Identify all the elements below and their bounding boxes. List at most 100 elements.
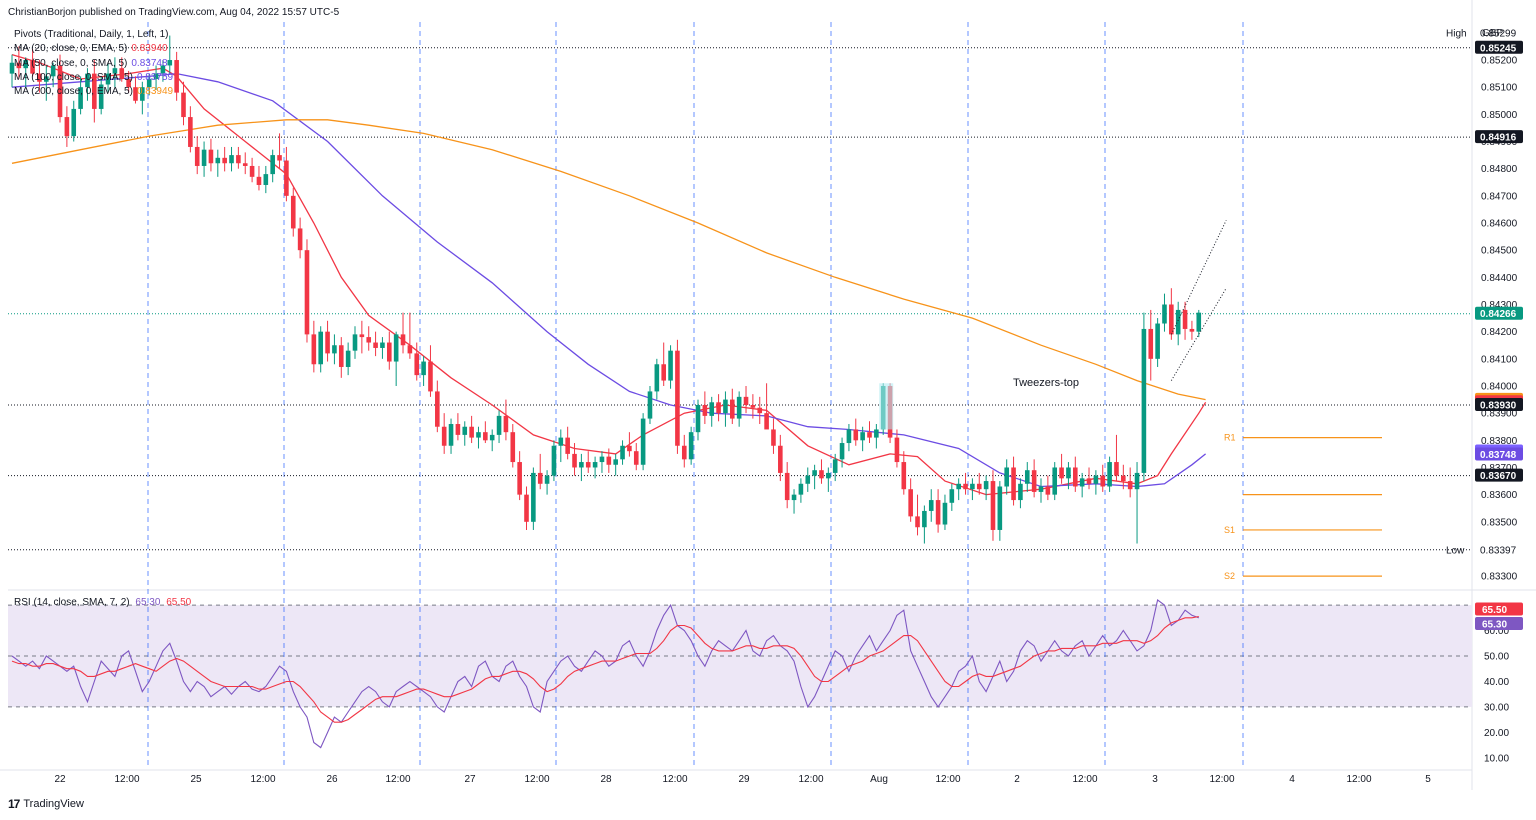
candle-body (1196, 312, 1202, 332)
legend-ma50[interactable]: MA (50, close, 0, SMA, 5) 0.83748 (14, 57, 173, 71)
legend-pivots[interactable]: Pivots (Traditional, Daily, 1, Left, 1) (14, 29, 169, 40)
pivot-label-S1: S1 (1224, 525, 1235, 535)
price-tick-label: 0.83700 (1481, 463, 1518, 474)
candle-body (242, 163, 248, 166)
candle-body (1175, 309, 1181, 335)
candle-body (1100, 475, 1106, 487)
time-tick-label: 28 (600, 774, 612, 785)
candle-body (956, 483, 961, 490)
legend-ma200[interactable]: MA (200, close, 0, EMA, 5) 0.83949 (14, 85, 173, 99)
candle-body (332, 345, 337, 354)
candle-body (805, 475, 811, 484)
candle-body (1038, 486, 1044, 492)
candle-body (750, 405, 756, 408)
price-badge (1475, 26, 1523, 40)
price-badge (1475, 40, 1523, 54)
candle-body (915, 516, 920, 528)
candle-body (16, 62, 22, 69)
price-tick-label: 0.83500 (1481, 517, 1518, 528)
time-tick-label: 5 (1425, 774, 1431, 785)
candle-body (64, 117, 70, 137)
candle-body (373, 342, 378, 348)
candle-body (421, 361, 426, 376)
time-tick-label: 29 (738, 774, 750, 785)
time-tick-label: 12:00 (524, 774, 549, 785)
time-tick-label: 27 (464, 774, 476, 785)
price-tick-label: 0.83800 (1481, 436, 1518, 447)
candle-body (531, 472, 536, 522)
pivot-label-S2: S2 (1224, 571, 1235, 581)
candle-body (860, 432, 865, 441)
price-tick-label: 0.84100 (1481, 354, 1518, 365)
candle-body (688, 432, 694, 460)
candle-body (160, 65, 166, 74)
candle-body (572, 453, 577, 468)
price-badge-label: 0.83930 (1480, 401, 1517, 412)
price-badge-label: 0.84916 (1480, 133, 1517, 144)
legend-ma20[interactable]: MA (20, close, 0, EMA, 5) 0.83940 (14, 42, 173, 56)
candle-body (791, 494, 797, 501)
candle-body (661, 364, 666, 381)
candle-body (50, 65, 56, 77)
time-tick-label: 12:00 (1072, 774, 1097, 785)
candle-body (983, 481, 989, 490)
candle-body (1086, 478, 1092, 484)
candle-body (387, 342, 392, 362)
price-badge-label: 0.84266 (1480, 309, 1517, 320)
rsi-tick-label: 10.00 (1484, 753, 1509, 764)
legend-ma100[interactable]: MA (100, close, 0, SMA, 5) 0.83759 (14, 71, 173, 85)
candle-body (537, 472, 543, 484)
candle-body (942, 502, 948, 525)
candle-body (174, 60, 179, 93)
candle-body (23, 60, 29, 69)
legend-ma50-value: 0.83748 (131, 57, 168, 69)
candle-body (71, 108, 77, 137)
candle-body (9, 62, 15, 74)
candle-body (496, 415, 502, 435)
candle-body (105, 73, 111, 85)
price-tick-label: 0.83600 (1481, 490, 1518, 501)
candle-body (1162, 304, 1167, 324)
candle-body (297, 228, 303, 251)
price-tick-label: 0.84500 (1481, 246, 1518, 257)
candle-body (311, 334, 317, 365)
candle-body (98, 84, 104, 109)
candle-body (414, 353, 420, 376)
legend-ma200-value: 0.83949 (136, 86, 174, 98)
legend-ma20-label: MA (20, close, 0, EMA, 5) (14, 43, 128, 55)
candle-body (1024, 470, 1030, 484)
price-tick-label: 0.85100 (1481, 83, 1518, 94)
price-tick-label: 0.85000 (1481, 110, 1518, 121)
candle-body (935, 500, 941, 525)
price-tick-label: 0.84700 (1481, 191, 1518, 202)
candle-body (236, 155, 241, 164)
price-badge-label: 0.83748 (1480, 450, 1517, 461)
rsi-badge-label: 65.50 (1482, 605, 1507, 616)
time-tick-label: 2 (1014, 774, 1020, 785)
candle-body (249, 165, 255, 177)
price-badge (1475, 447, 1523, 461)
candle-body (654, 364, 660, 392)
price-tick-label: 0.83900 (1481, 409, 1518, 420)
candle-body (1052, 467, 1058, 495)
candle-body (1148, 328, 1154, 359)
candle-body (633, 451, 639, 465)
candle-body (407, 345, 413, 354)
candle-body (469, 426, 474, 438)
rsi-legend[interactable]: RSI (14, close, SMA, 7, 2) 65.30 65.50 (14, 597, 191, 608)
candle-body (366, 337, 372, 343)
candle-body (743, 396, 749, 406)
candle-body (476, 432, 481, 438)
price-tag-low: Low (1446, 545, 1465, 556)
time-tick-label: 12:00 (1209, 774, 1234, 785)
candle-body (1121, 475, 1126, 482)
candle-body (1018, 483, 1023, 501)
legend-ma50-label: MA (50, close, 0, SMA, 5) (14, 57, 128, 69)
candle-body (1182, 309, 1188, 329)
price-tick-label: 0.84000 (1481, 381, 1518, 392)
tradingview-logo[interactable]: 17 TradingView (8, 797, 84, 811)
candle-body (112, 68, 118, 74)
candle-body (894, 437, 900, 463)
candle-body (757, 407, 763, 414)
